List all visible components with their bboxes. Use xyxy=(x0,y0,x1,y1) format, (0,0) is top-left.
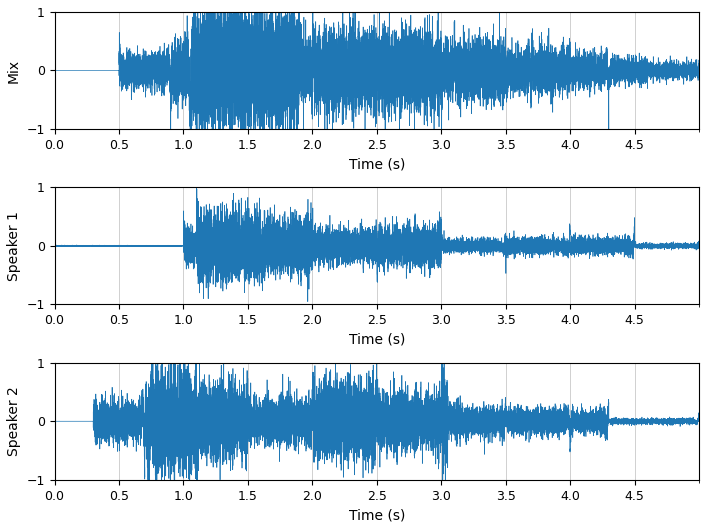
X-axis label: Time (s): Time (s) xyxy=(349,508,405,522)
Y-axis label: Mix: Mix xyxy=(7,58,21,83)
X-axis label: Time (s): Time (s) xyxy=(349,333,405,346)
Y-axis label: Speaker 2: Speaker 2 xyxy=(7,386,21,456)
X-axis label: Time (s): Time (s) xyxy=(349,157,405,171)
Y-axis label: Speaker 1: Speaker 1 xyxy=(7,211,21,281)
